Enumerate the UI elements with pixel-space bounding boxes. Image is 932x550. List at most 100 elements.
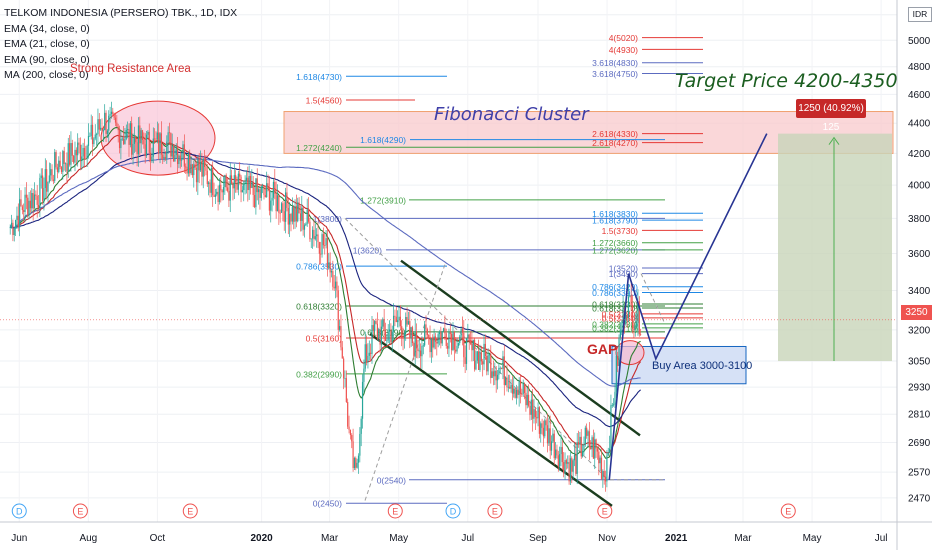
candle-body xyxy=(182,144,184,160)
candle-body xyxy=(526,394,528,406)
candle-body xyxy=(174,155,176,162)
candle-body xyxy=(16,215,18,221)
event-marker[interactable] xyxy=(597,503,613,519)
target-zone xyxy=(778,133,892,362)
fib-level-label: 4(4930) xyxy=(609,45,638,55)
fib-level-label: 1.5(3730) xyxy=(602,226,639,236)
candle-body xyxy=(402,337,404,339)
legend-ema21[interactable]: EMA (21, close, 0) xyxy=(4,38,90,50)
candle-body xyxy=(187,154,189,174)
candle-body xyxy=(376,323,378,339)
candle-body xyxy=(195,167,198,183)
candle-body xyxy=(509,386,511,389)
legend-ema90[interactable]: EMA (90, close, 0) xyxy=(4,53,90,66)
candle-body xyxy=(564,460,566,474)
fib-level-label: 1.272(3620) xyxy=(592,245,638,255)
event-marker-label[interactable]: E xyxy=(392,507,398,517)
candle-body xyxy=(140,130,142,144)
position-badge[interactable]: 1250 (40.92%) 125 xyxy=(796,99,866,133)
candle-body xyxy=(279,212,281,214)
candle-body xyxy=(353,458,356,469)
fib-cluster-label[interactable]: Fibonacci Cluster xyxy=(434,104,589,125)
event-marker[interactable] xyxy=(445,503,461,519)
candle-body xyxy=(282,203,284,212)
candle-body xyxy=(444,328,446,334)
event-marker[interactable] xyxy=(487,503,503,519)
currency-label[interactable]: IDR xyxy=(908,7,932,22)
candle-body xyxy=(147,131,149,135)
candle-body xyxy=(426,329,428,336)
event-marker[interactable] xyxy=(11,503,27,519)
candle-body xyxy=(341,347,343,359)
candle-body xyxy=(73,155,75,163)
candle-body xyxy=(114,117,117,123)
candle-body xyxy=(532,399,534,419)
candle-body xyxy=(124,138,126,144)
legend-ema34[interactable]: EMA (34, close, 0) xyxy=(4,22,90,35)
candle-body xyxy=(563,462,565,474)
candle-body xyxy=(464,357,466,364)
x-tick-label: May xyxy=(389,533,408,544)
candle-body xyxy=(253,195,256,208)
candle-body xyxy=(101,127,103,132)
candle-body xyxy=(224,175,226,188)
legend-ma200[interactable]: MA (200, close, 0) xyxy=(4,69,89,81)
target-price-label[interactable]: Target Price 4200-4350 xyxy=(675,70,898,92)
event-marker-label[interactable]: D xyxy=(16,507,23,517)
candle-body xyxy=(144,144,146,156)
candle-body xyxy=(387,331,389,341)
fib-level-label: 0.786(3420) xyxy=(592,282,638,292)
strong-resistance-label[interactable]: Strong Resistance Area xyxy=(70,63,191,75)
event-marker-label[interactable]: E xyxy=(77,507,83,517)
candle-body xyxy=(556,449,558,456)
candle-body xyxy=(158,132,160,154)
candle-body xyxy=(27,197,29,216)
x-tick-label: Aug xyxy=(79,533,97,544)
candle-body xyxy=(491,371,493,378)
gap-label[interactable]: GAP xyxy=(587,341,618,357)
candle-body xyxy=(210,168,212,193)
event-marker[interactable] xyxy=(780,503,796,519)
candle-body xyxy=(488,354,491,356)
candle-body xyxy=(533,409,535,419)
candle-body xyxy=(421,345,423,357)
fib-level-label: 1.272(3910) xyxy=(360,195,406,205)
event-marker[interactable] xyxy=(72,503,88,519)
event-marker[interactable] xyxy=(387,503,403,519)
event-marker-label[interactable]: E xyxy=(492,507,498,517)
candle-body xyxy=(536,417,538,419)
candle-body xyxy=(110,111,113,115)
candle-body xyxy=(476,351,478,361)
buy-area-label[interactable]: Buy Area 3000-3100 xyxy=(652,360,753,372)
candle-body xyxy=(575,454,577,474)
ema90-line xyxy=(10,151,641,428)
candle-body xyxy=(100,127,102,130)
event-marker-label[interactable]: D xyxy=(450,507,457,517)
legend-symbol[interactable]: TELKOM INDONESIA (PERSERO) TBK., 1D, IDX xyxy=(4,7,238,19)
event-marker-label[interactable]: E xyxy=(187,507,193,517)
x-tick-label: Sep xyxy=(529,533,547,544)
event-marker-label[interactable]: E xyxy=(785,507,791,517)
candle-body xyxy=(212,168,214,196)
candle-body xyxy=(453,331,455,350)
event-marker[interactable] xyxy=(182,503,198,519)
candle-body xyxy=(233,175,235,189)
candle-body xyxy=(370,352,372,354)
candle-body xyxy=(567,462,569,464)
fib-dashed-2 xyxy=(344,217,609,481)
candle-body xyxy=(272,181,275,198)
candle-body xyxy=(190,164,192,174)
candle-body xyxy=(613,404,615,406)
candle-body xyxy=(66,163,68,172)
candle-body xyxy=(13,228,15,236)
candle-body xyxy=(625,315,627,325)
candle-body xyxy=(205,166,207,171)
candle-body xyxy=(81,156,83,161)
candle-body xyxy=(407,321,410,325)
event-marker-label[interactable]: E xyxy=(602,507,608,517)
candle-body xyxy=(297,202,299,222)
candle-body xyxy=(221,190,223,193)
candle-body xyxy=(206,170,208,185)
